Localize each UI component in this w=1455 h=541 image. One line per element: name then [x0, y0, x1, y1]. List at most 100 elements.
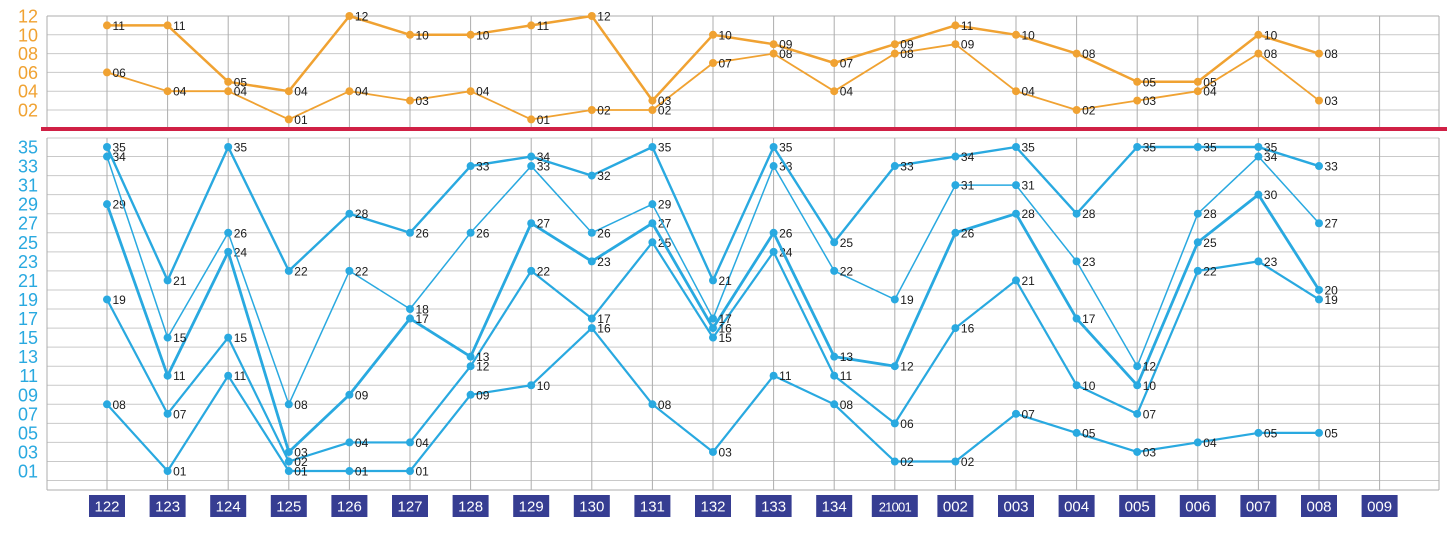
data-point-marker: [1012, 209, 1020, 218]
data-point-marker: [1254, 190, 1263, 199]
data-point-marker: [527, 152, 536, 161]
data-point-label: 11: [173, 369, 186, 383]
data-point-marker: [1315, 285, 1323, 294]
x-axis-label-box: [634, 495, 671, 517]
data-point-marker: [284, 457, 293, 466]
data-point-marker: [527, 381, 536, 390]
data-point-marker: [103, 152, 111, 161]
data-point-marker: [709, 276, 717, 285]
data-point-label: 21: [719, 274, 733, 288]
data-point-marker: [466, 87, 475, 96]
data-point-label: 08: [294, 398, 308, 412]
data-point-marker: [1133, 409, 1142, 418]
data-point-label: 22: [840, 264, 854, 278]
x-axis-label-box: [89, 495, 125, 517]
data-point-label: 05: [1264, 426, 1278, 440]
front-zone-ytick: 25: [18, 233, 38, 253]
data-point-label: 08: [1082, 47, 1096, 61]
x-axis-label-box: [1179, 495, 1216, 517]
x-axis-label-box: [816, 495, 853, 517]
data-point-marker: [406, 314, 414, 323]
data-point-label: 09: [355, 388, 369, 402]
data-point-marker: [284, 115, 293, 124]
data-point-label: 26: [416, 226, 430, 240]
data-point-marker: [224, 247, 233, 256]
data-point-marker: [1315, 49, 1323, 58]
data-point-marker: [890, 295, 899, 304]
data-point-marker: [345, 438, 354, 447]
data-point-label: 22: [1203, 264, 1217, 278]
data-point-label: 26: [961, 226, 975, 240]
data-point-label: 04: [840, 85, 854, 99]
data-point-marker: [224, 143, 233, 151]
grid: [46, 15, 1440, 491]
data-point-marker: [1133, 77, 1142, 86]
data-point-label: 04: [355, 85, 369, 99]
data-point-marker: [1193, 238, 1202, 247]
data-point-label: 05: [1143, 75, 1157, 89]
back-zone-ytick: 06: [18, 63, 38, 83]
data-point-marker: [284, 467, 293, 476]
back-zone-ytick: 10: [18, 25, 38, 45]
data-point-marker: [406, 305, 414, 314]
data-point-marker: [103, 21, 111, 30]
x-axis-label-box: [210, 495, 247, 517]
data-point-label: 03: [1143, 445, 1157, 459]
x-axis-label-box: [871, 495, 918, 517]
data-point-label: 13: [476, 350, 490, 364]
data-point-label: 28: [1082, 207, 1096, 221]
x-axis-label-box: [1058, 495, 1095, 517]
series-front-ball-1: 08 01 11 01 01 01 09 10 16 08 03 11 08 02 02 07 05 03 04 05…: [103, 322, 1338, 479]
x-axis-label-box: [149, 495, 186, 517]
x-axis-label-box: [1119, 495, 1156, 517]
data-point-marker: [1133, 381, 1142, 390]
x-axis-label: 132: [700, 499, 725, 516]
data-point-label: 04: [1203, 436, 1217, 450]
data-point-label: 04: [476, 85, 490, 99]
data-point-label: 08: [1264, 47, 1278, 61]
data-point-label: 01: [294, 465, 308, 479]
front-zone-ytick: 01: [18, 462, 38, 482]
front-zone-ytick: 33: [18, 157, 38, 177]
front-zone-ytick: 09: [18, 385, 38, 405]
data-point-label: 19: [1325, 293, 1339, 307]
data-point-marker: [1254, 428, 1263, 437]
data-point-marker: [1012, 181, 1020, 190]
data-point-label: 30: [1264, 188, 1278, 202]
data-point-marker: [163, 409, 172, 418]
data-point-marker: [709, 314, 717, 323]
front-zone-ytick: 07: [18, 404, 38, 424]
data-point-label: 08: [900, 47, 914, 61]
data-point-marker: [1193, 266, 1202, 275]
front-zone-ytick: 29: [18, 195, 38, 215]
data-point-label: 33: [1325, 160, 1339, 174]
data-point-label: 19: [113, 293, 127, 307]
x-axis-label-box: [573, 495, 610, 517]
data-point-marker: [769, 143, 778, 151]
data-point-label: 22: [355, 264, 369, 278]
data-point-marker: [709, 324, 717, 333]
data-point-label: 28: [355, 207, 369, 221]
data-point-marker: [345, 12, 354, 20]
data-point-label: 05: [1082, 426, 1096, 440]
data-point-marker: [830, 59, 839, 67]
data-point-marker: [1072, 209, 1081, 218]
data-point-marker: [103, 68, 111, 77]
data-point-label: 33: [537, 160, 551, 174]
front-zone-ytick: 23: [18, 252, 38, 272]
front-zone-ytick: 11: [19, 366, 38, 386]
data-point-marker: [1193, 87, 1202, 96]
data-point-marker: [769, 247, 778, 256]
data-point-label: 10: [1022, 28, 1036, 42]
data-point-marker: [1072, 428, 1081, 437]
data-point-label: 34: [1264, 150, 1278, 164]
data-point-marker: [406, 228, 414, 237]
data-point-marker: [1072, 106, 1081, 114]
data-point-label: 25: [840, 236, 854, 250]
front-zone-ytick: 27: [18, 214, 38, 234]
data-point-label: 10: [476, 28, 490, 42]
data-point-marker: [648, 219, 657, 228]
data-point-label: 02: [900, 455, 914, 469]
data-point-label: 21: [173, 274, 187, 288]
